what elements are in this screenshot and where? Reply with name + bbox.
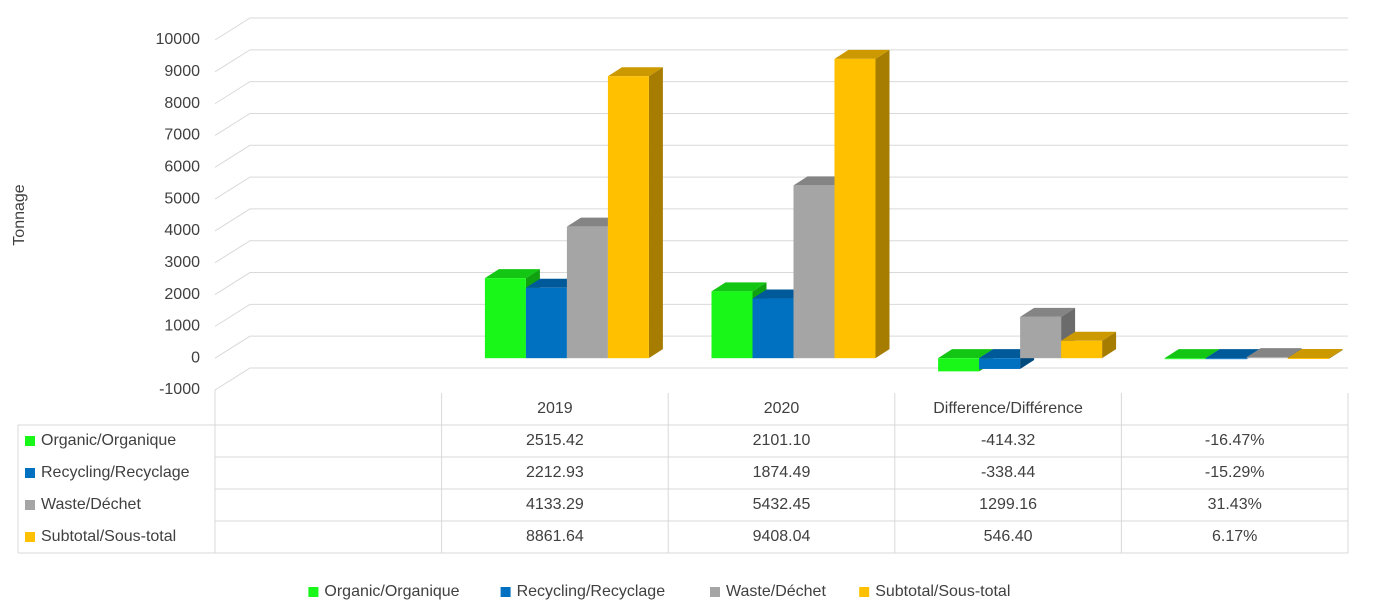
legend-key [859,587,870,597]
table-cell: -414.32 [981,432,1035,449]
bar [938,358,980,372]
y-tick-label: 8000 [164,95,200,112]
legend-label: Organic/Organique [324,583,459,600]
bar-top [1246,348,1302,358]
bar [1287,357,1329,359]
bar [1205,358,1247,360]
table-cell: 31.43% [1208,496,1262,513]
table-cell: 8861.64 [526,528,584,545]
table-row-label: Organic/Organique [41,432,176,449]
table-cell: 2212.93 [526,464,584,481]
table-cell: 1874.49 [753,464,811,481]
table-header: Difference/Différence [933,400,1083,417]
grid-line [214,335,1348,359]
table-row-label: Recycling/Recyclage [41,464,190,481]
y-tick-label: 6000 [164,158,200,175]
bar-top [1205,349,1261,359]
table-cell: 6.17% [1212,528,1257,545]
bar-side [1328,348,1343,359]
bar-top [1020,307,1076,317]
bar-side [875,49,890,359]
bar [711,291,753,359]
grid-line [214,208,1348,232]
bar [566,226,608,359]
grid-line [214,272,1348,295]
y-axis-label: Tonnage [11,184,28,245]
table-header: 2020 [764,400,800,417]
bar [607,76,649,359]
bar [525,287,567,359]
bar [1246,357,1288,359]
table-legend-key [25,500,35,510]
grid-line [214,144,1348,168]
y-tick-label: 2000 [164,286,200,303]
y-tick-label: -1000 [159,381,200,398]
bar-top [938,349,994,359]
table-legend-key [25,436,35,446]
grid-line [214,303,1348,327]
table-cell: 4133.29 [526,496,584,513]
y-tick-label: 7000 [164,127,200,144]
bar [1164,358,1206,360]
y-tick-label: 0 [191,349,200,366]
table-legend-key [25,468,35,478]
legend-key [500,587,511,597]
bar-top [1164,349,1220,359]
bar-top [1287,348,1343,358]
grid-line [214,112,1348,136]
y-tick-label: 4000 [164,222,200,239]
table-cell: 9408.04 [753,528,811,545]
bar-top [1061,331,1117,341]
legend-key [308,587,319,597]
bar-side [1287,348,1302,359]
bar-top [607,67,663,77]
bar [752,298,794,359]
bar-top [711,282,767,292]
table-cell: 546.40 [984,528,1033,545]
grid-line [214,17,1348,41]
table-cell: -338.44 [981,464,1035,481]
table-legend-key [25,532,35,542]
bar [1061,340,1103,359]
bar-top [484,269,540,279]
bar [793,185,835,359]
table-header: 2019 [537,400,573,417]
table-cell: 2101.10 [753,432,811,449]
bar-side [648,67,663,359]
table-cell: 5432.45 [753,496,811,513]
grid-line [214,49,1348,73]
table-cell: -16.47% [1205,432,1265,449]
y-tick-label: 3000 [164,254,200,271]
table-row-label: Subtotal/Sous-total [41,528,176,545]
y-tick-label: 5000 [164,190,200,207]
y-tick-label: 10000 [156,31,201,48]
legend-label: Subtotal/Sous-total [875,583,1010,600]
bar-side [1102,331,1117,359]
table-cell: 1299.16 [979,496,1037,513]
grid-line [214,176,1348,200]
bar [834,58,876,359]
legend-label: Waste/Déchet [726,583,826,600]
grid-line [214,81,1348,105]
table-cell: -15.29% [1205,464,1265,481]
bar-top [834,49,890,59]
table-row-label: Waste/Déchet [41,496,141,513]
legend-label: Recycling/Recyclage [517,583,666,600]
table-cell: 2515.42 [526,432,584,449]
y-tick-label: 1000 [164,318,200,335]
bar [979,358,1021,369]
bar [484,278,526,359]
y-tick-label: 9000 [164,63,200,80]
bar [1020,316,1062,359]
grid-line [214,367,1348,391]
grid-line [214,240,1348,264]
legend-key [710,587,720,597]
